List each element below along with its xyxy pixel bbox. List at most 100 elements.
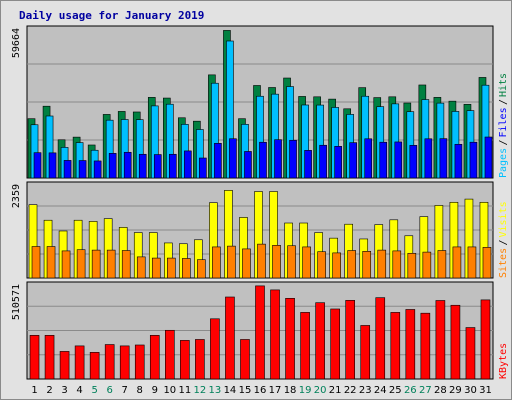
kbytes-panel-bar-kbytes-day-23 xyxy=(360,325,371,380)
hits-panel-bar-pages-day-2 xyxy=(48,152,57,179)
visits-panel-bar-sites-day-28 xyxy=(437,250,447,279)
hits-panel-bar-pages-day-16 xyxy=(259,141,267,179)
hits-panel-bar-pages-day-18 xyxy=(289,139,297,179)
x-tick-day-11: 11 xyxy=(178,385,191,396)
visits-panel-bar-sites-day-4 xyxy=(76,249,86,279)
visits-panel-bar-sites-day-29 xyxy=(452,246,462,279)
hits-panel-bar-pages-day-4 xyxy=(78,160,87,179)
x-tick-day-2: 2 xyxy=(46,385,52,396)
kbytes-panel-bar-kbytes-day-18 xyxy=(285,297,295,380)
kbytes-panel-bar-kbytes-day-4 xyxy=(74,345,85,380)
visits-panel-bar-sites-day-24 xyxy=(377,249,387,279)
kbytes-panel-bar-kbytes-day-19 xyxy=(300,312,310,380)
x-tick-day-10: 10 xyxy=(163,385,176,396)
visits-panel-bar-sites-day-8 xyxy=(136,256,146,279)
hits-panel-bar-pages-day-26 xyxy=(409,145,418,179)
visits-panel-bar-sites-day-17 xyxy=(272,245,281,279)
kbytes-panel-bar-kbytes-day-11 xyxy=(180,340,190,380)
hits-panel-bar-pages-day-29 xyxy=(454,143,463,179)
x-tick-day-15: 15 xyxy=(239,385,252,396)
x-tick-day-13: 13 xyxy=(209,385,222,396)
x-tick-day-19: 19 xyxy=(299,385,312,396)
x-tick-day-5: 5 xyxy=(91,385,97,396)
visits-panel-bar-sites-day-10 xyxy=(167,257,176,279)
visits-panel-bar-sites-day-5 xyxy=(91,249,101,279)
kbytes-panel-bar-kbytes-day-15 xyxy=(240,339,250,380)
kbytes-panel-bar-kbytes-day-27 xyxy=(420,312,431,380)
kbytes-panel-legend-kbytes: KBytes xyxy=(498,343,509,379)
kbytes-panel-bar-kbytes-day-28 xyxy=(435,300,446,380)
kbytes-panel-bar-kbytes-day-7 xyxy=(119,345,130,380)
kbytes-panel-bar-kbytes-day-5 xyxy=(89,352,100,380)
visits-panel-bar-sites-day-16 xyxy=(257,243,266,279)
kbytes-panel-bar-kbytes-day-16 xyxy=(255,285,265,380)
kbytes-panel-bar-kbytes-day-24 xyxy=(375,297,386,380)
kbytes-panel-bar-kbytes-day-8 xyxy=(134,344,145,380)
visits-panel-bar-sites-day-18 xyxy=(287,245,296,279)
hits-panel-bar-pages-day-10 xyxy=(169,153,177,179)
visits-panel-bar-sites-day-14 xyxy=(227,245,236,279)
visits-panel-bar-sites-day-22 xyxy=(347,250,356,279)
kbytes-panel-bar-kbytes-day-30 xyxy=(465,327,476,380)
x-tick-day-21: 21 xyxy=(329,385,342,396)
visits-panel-bar-sites-day-23 xyxy=(362,251,372,279)
x-tick-day-16: 16 xyxy=(254,385,267,396)
kbytes-panel-bar-kbytes-day-20 xyxy=(315,302,325,380)
visits-panel-legend-visits: Visits xyxy=(498,201,509,237)
visits-panel-bar-sites-day-30 xyxy=(467,246,477,279)
hits-panel-bar-pages-day-24 xyxy=(379,141,388,179)
x-tick-day-8: 8 xyxy=(137,385,143,396)
hits-panel-bar-pages-day-20 xyxy=(319,144,327,179)
x-tick-day-23: 23 xyxy=(359,385,372,396)
hits-panel-bar-pages-day-19 xyxy=(304,150,312,179)
visits-panel-bar-sites-day-27 xyxy=(422,251,432,279)
visits-panel-bar-sites-day-19 xyxy=(302,246,311,279)
visits-panel-bar-sites-day-25 xyxy=(392,250,402,279)
hits-panel-ymax-label: 59664 xyxy=(11,28,22,58)
kbytes-panel-bar-kbytes-day-10 xyxy=(165,329,175,380)
hits-panel-bar-pages-day-3 xyxy=(63,160,72,179)
hits-panel-bar-pages-day-7 xyxy=(123,151,132,179)
visits-panel-bar-sites-day-1 xyxy=(31,246,41,279)
visits-panel-bar-sites-day-7 xyxy=(121,250,131,279)
hits-panel-bar-pages-day-5 xyxy=(93,160,102,179)
hits-panel-bar-pages-day-28 xyxy=(439,138,448,179)
visits-panel-bar-sites-day-26 xyxy=(407,252,417,279)
visits-panel-bar-sites-day-11 xyxy=(182,258,191,279)
visits-panel-bar-sites-day-12 xyxy=(197,259,206,279)
x-tick-day-6: 6 xyxy=(106,385,112,396)
visits-panel-bar-sites-day-3 xyxy=(61,250,71,279)
hits-panel-bar-pages-day-13 xyxy=(214,143,222,179)
kbytes-panel-ymax-label: 510571 xyxy=(11,284,22,320)
hits-panel-bar-pages-day-25 xyxy=(394,141,403,179)
x-tick-day-14: 14 xyxy=(224,385,237,396)
hits-panel-bar-pages-day-14 xyxy=(229,138,237,179)
hits-panel-bar-pages-day-22 xyxy=(349,142,357,179)
kbytes-panel-bar-kbytes-day-1 xyxy=(29,335,40,380)
hits-panel-bar-pages-day-12 xyxy=(199,157,207,179)
x-tick-day-29: 29 xyxy=(449,385,462,396)
x-tick-day-17: 17 xyxy=(269,385,282,396)
x-tick-day-12: 12 xyxy=(194,385,207,396)
x-tick-day-24: 24 xyxy=(374,385,387,396)
hits-panel-bar-pages-day-23 xyxy=(364,138,373,179)
kbytes-panel-bar-kbytes-day-12 xyxy=(195,339,205,380)
hits-panel-legend-pages: Pages xyxy=(498,148,509,178)
visits-panel-bar-sites-day-13 xyxy=(212,246,221,279)
hits-panel-legend-separator: / xyxy=(498,99,509,105)
hits-panel-bar-pages-day-30 xyxy=(469,141,478,179)
visits-panel-legend-separator: / xyxy=(498,239,509,245)
x-tick-day-20: 20 xyxy=(314,385,327,396)
visits-panel-bar-sites-day-21 xyxy=(332,252,341,279)
x-tick-day-7: 7 xyxy=(122,385,128,396)
x-tick-day-26: 26 xyxy=(404,385,417,396)
kbytes-panel-bar-kbytes-day-14 xyxy=(225,296,235,380)
visits-panel-bar-sites-day-9 xyxy=(151,257,161,279)
kbytes-panel-bar-kbytes-day-2 xyxy=(44,335,55,380)
kbytes-panel-bar-kbytes-day-3 xyxy=(59,351,70,380)
x-tick-day-4: 4 xyxy=(76,385,82,396)
hits-panel-bar-pages-day-21 xyxy=(334,146,342,179)
x-tick-day-31: 31 xyxy=(479,385,492,396)
